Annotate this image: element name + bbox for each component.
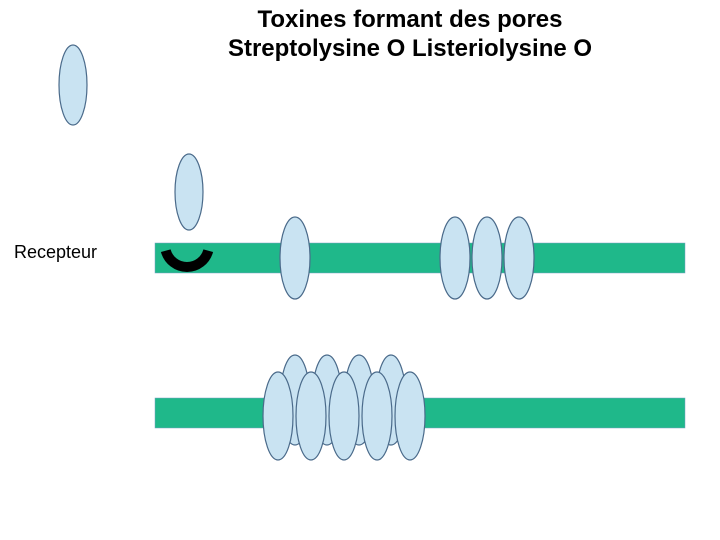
pore-front-0 — [263, 372, 293, 460]
pore-front-1 — [296, 372, 326, 460]
pore-front-2 — [329, 372, 359, 460]
toxin-binding-0 — [175, 154, 203, 230]
toxin-inserted-single-0 — [280, 217, 310, 299]
toxin-free-0 — [59, 45, 87, 125]
toxin-inserted-triple-2 — [504, 217, 534, 299]
toxin-inserted-triple-1 — [472, 217, 502, 299]
diagram-canvas — [0, 0, 720, 540]
toxin-inserted-triple-0 — [440, 217, 470, 299]
membrane-1 — [155, 243, 685, 273]
pore-front-3 — [362, 372, 392, 460]
pore-front-4 — [395, 372, 425, 460]
